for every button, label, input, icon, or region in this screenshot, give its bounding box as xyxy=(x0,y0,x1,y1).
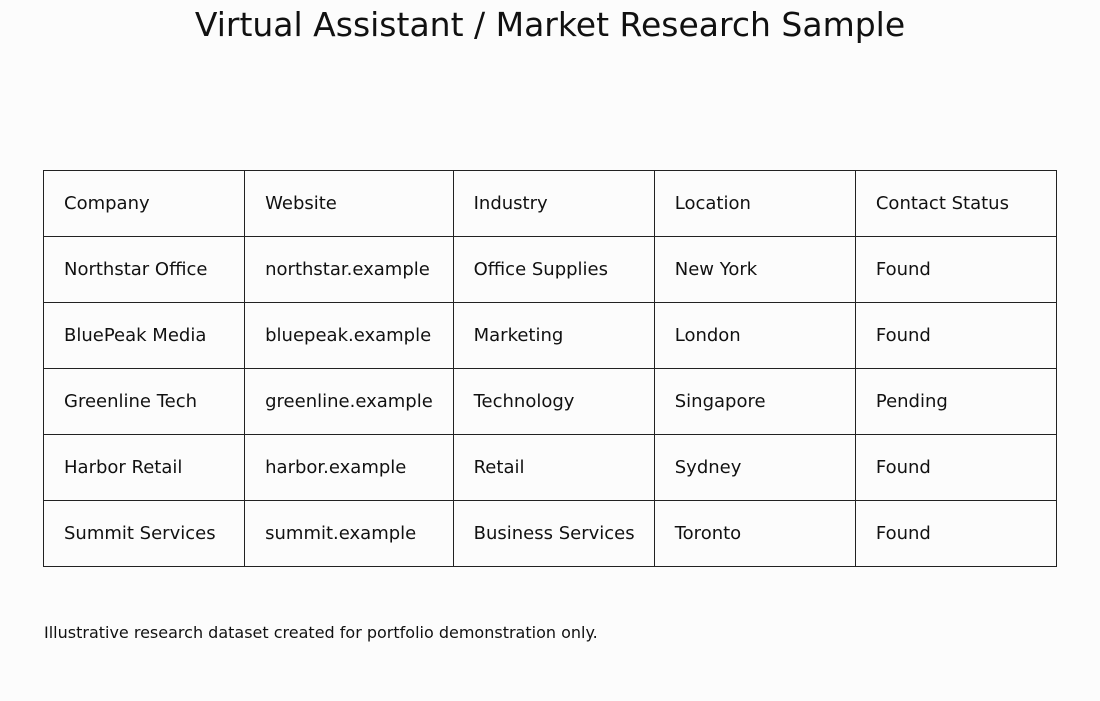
table-cell: Pending xyxy=(854,368,1058,435)
table-cell: Greenline Tech xyxy=(42,368,246,435)
table-cell: Northstar Office xyxy=(42,236,246,303)
table-cell: summit.example xyxy=(244,500,454,567)
table-cell: BluePeak Media xyxy=(42,302,246,369)
table-cell: New York xyxy=(653,236,856,303)
table-cell: Summit Services xyxy=(42,500,246,567)
table-cell: Singapore xyxy=(653,368,856,435)
header-cell: Location xyxy=(653,170,856,237)
footnote: Illustrative research dataset created fo… xyxy=(44,623,598,642)
table-cell: Found xyxy=(854,434,1058,501)
table-cell: Found xyxy=(854,302,1058,369)
table-cell: harbor.example xyxy=(244,434,454,501)
table-cell: greenline.example xyxy=(244,368,454,435)
table-cell: Found xyxy=(854,500,1058,567)
header-row: Company Website Industry Location Contact St… xyxy=(42,170,1058,237)
table-cell: Retail xyxy=(452,434,655,501)
table-cell: Office Supplies xyxy=(452,236,655,303)
table-row: Summit Services summit.example Business Se… xyxy=(42,500,1058,567)
table-cell: Harbor Retail xyxy=(42,434,246,501)
header-cell: Company xyxy=(42,170,246,237)
table-row: BluePeak Media bluepeak.example Marketing L… xyxy=(42,302,1058,369)
table-cell: Marketing xyxy=(452,302,655,369)
table-cell: Found xyxy=(854,236,1058,303)
header-cell: Industry xyxy=(452,170,655,237)
header-cell: Contact Status xyxy=(854,170,1058,237)
table-cell: northstar.example xyxy=(244,236,454,303)
table-cell: bluepeak.example xyxy=(244,302,454,369)
table-cell: Sydney xyxy=(653,434,856,501)
header-cell: Website xyxy=(244,170,454,237)
table: Company Website Industry Location Contact St… xyxy=(42,170,1058,567)
table-cell: Technology xyxy=(452,368,655,435)
title: Virtual Assistant / Market Research Samp… xyxy=(194,5,906,44)
table-cell: Business Services xyxy=(452,500,655,567)
table-cell: London xyxy=(653,302,856,369)
table-row: Greenline Tech greenline.example Technolog… xyxy=(42,368,1058,435)
table-row: Harbor Retail harbor.example Retail Sydney F… xyxy=(42,434,1058,501)
table-cell: Toronto xyxy=(653,500,856,567)
table-row: Northstar Office northstar.example Office … xyxy=(42,236,1058,303)
